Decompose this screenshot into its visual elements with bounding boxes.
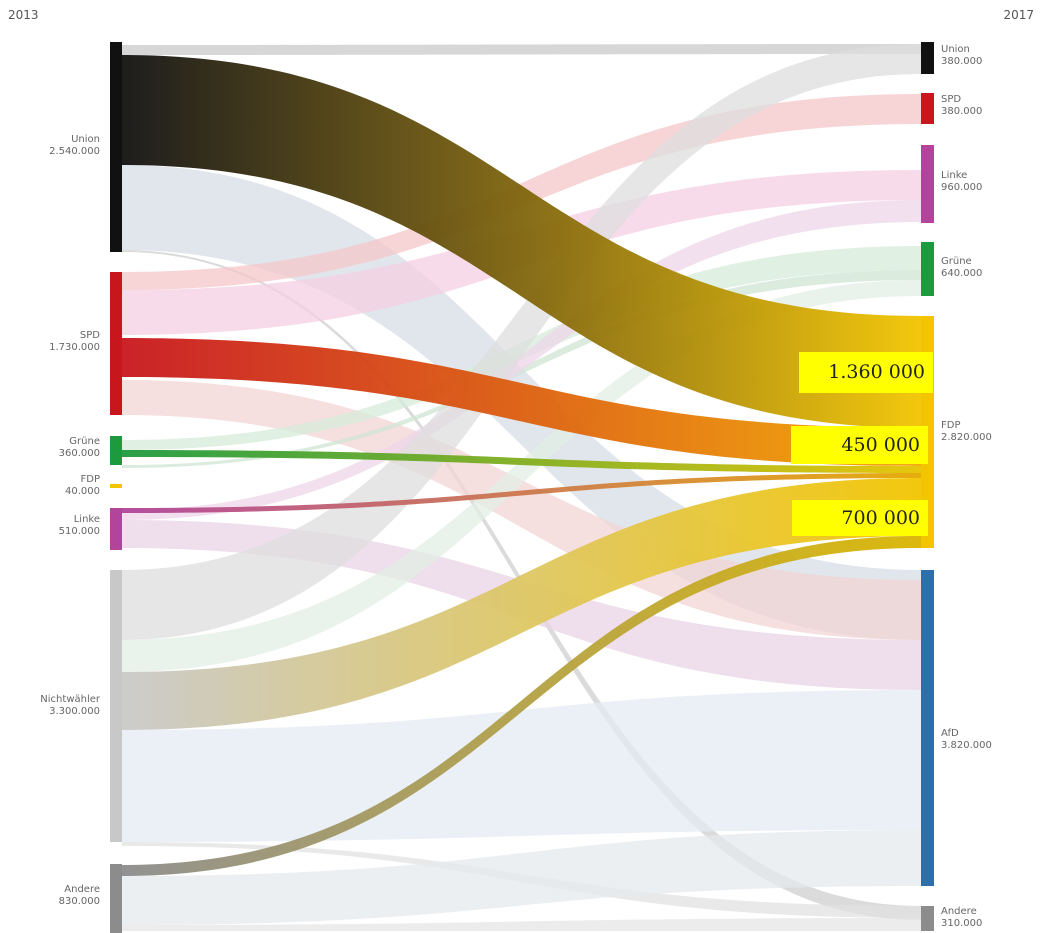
node-name: Linke	[73, 514, 100, 525]
right-bar-afd	[921, 570, 934, 886]
node-name: Nichtwähler	[40, 694, 100, 705]
node-name: Linke	[941, 170, 968, 181]
node-value: 2.820.000	[941, 432, 992, 443]
right-bar-union	[921, 42, 934, 74]
node-name: Grüne	[69, 436, 100, 447]
right-node-gruene: Grüne 640.000	[941, 256, 982, 280]
node-name: FDP	[941, 420, 961, 431]
node-name: SPD	[941, 94, 962, 105]
node-name: Union	[71, 134, 100, 145]
right-node-linke: Linke 960.000	[941, 170, 982, 194]
node-value: 2.540.000	[49, 146, 100, 157]
left-bar-nichtwaehler	[110, 570, 122, 842]
left-node-union: Union 2.540.000	[49, 134, 100, 158]
node-value: 380.000	[941, 56, 983, 67]
background-flow-9	[122, 200, 921, 520]
node-value: 3.300.000	[49, 706, 100, 717]
right-bar-gruene	[921, 242, 934, 296]
left-bar-fdp	[110, 484, 122, 488]
flow-spd-to-fdp	[122, 338, 921, 466]
background-flow-12	[122, 690, 921, 842]
background-flow-15	[122, 918, 921, 931]
right-node-andere: Andere 310.000	[941, 906, 982, 930]
left-node-nichtwaehler: Nichtwähler 3.300.000	[40, 694, 100, 718]
flow-andere-to-fdp	[122, 536, 921, 876]
node-value: 1.730.000	[49, 342, 100, 353]
left-bar-linke	[110, 508, 122, 550]
node-name: Union	[941, 44, 970, 55]
node-value: 310.000	[941, 918, 983, 929]
node-name: Andere	[64, 884, 100, 895]
flow-linke-to-fdp	[122, 473, 921, 513]
highlighted-flows	[122, 55, 921, 876]
left-node-fdp: FDP 40.000	[65, 474, 100, 498]
callout-union-to-fdp: 1.360 000	[799, 352, 933, 393]
node-value: 3.820.000	[941, 740, 992, 751]
flow-nichtwaehler-to-fdp	[122, 478, 921, 730]
year-2017-label: 2017	[1003, 8, 1034, 22]
callout-spd-to-fdp: 450 000	[791, 426, 928, 464]
right-node-spd: SPD 380.000	[941, 94, 982, 118]
right-bar-linke	[921, 145, 934, 223]
node-value: 380.000	[941, 106, 983, 117]
right-node-fdp: FDP 2.820.000	[941, 420, 992, 444]
right-bar-spd	[921, 93, 934, 124]
background-flow-11	[122, 280, 921, 672]
background-flow-14	[122, 830, 921, 925]
right-bar-andere	[921, 906, 934, 931]
right-node-union: Union 380.000	[941, 44, 982, 68]
left-bar-gruene	[110, 436, 122, 465]
node-name: AfD	[941, 728, 959, 739]
background-flow-10	[122, 44, 921, 640]
right-node-afd: AfD 3.820.000	[941, 728, 992, 752]
left-node-linke: Linke 510.000	[59, 514, 100, 538]
callout-nichtwaehler-to-fdp: 700 000	[792, 500, 928, 536]
left-node-gruene: Grüne 360.000	[59, 436, 100, 460]
node-value: 960.000	[941, 182, 983, 193]
node-name: SPD	[79, 330, 100, 341]
year-2013-label: 2013	[8, 8, 39, 22]
background-flow-0	[122, 44, 921, 55]
node-value: 40.000	[65, 486, 100, 497]
left-bar-spd	[110, 272, 122, 415]
left-node-andere: Andere 830.000	[59, 884, 100, 908]
node-name: Andere	[941, 906, 977, 917]
left-node-spd: SPD 1.730.000	[49, 330, 100, 354]
flow-union-to-fdp	[122, 55, 921, 428]
node-value: 640.000	[941, 268, 983, 279]
node-value: 830.000	[58, 896, 100, 907]
node-name: FDP	[80, 474, 100, 485]
flow-gruene-to-fdp	[122, 450, 921, 473]
node-name: Grüne	[941, 256, 972, 267]
node-value: 510.000	[58, 526, 100, 537]
left-bar-union	[110, 42, 122, 252]
node-value: 360.000	[58, 448, 100, 459]
left-bar-andere	[110, 864, 122, 933]
